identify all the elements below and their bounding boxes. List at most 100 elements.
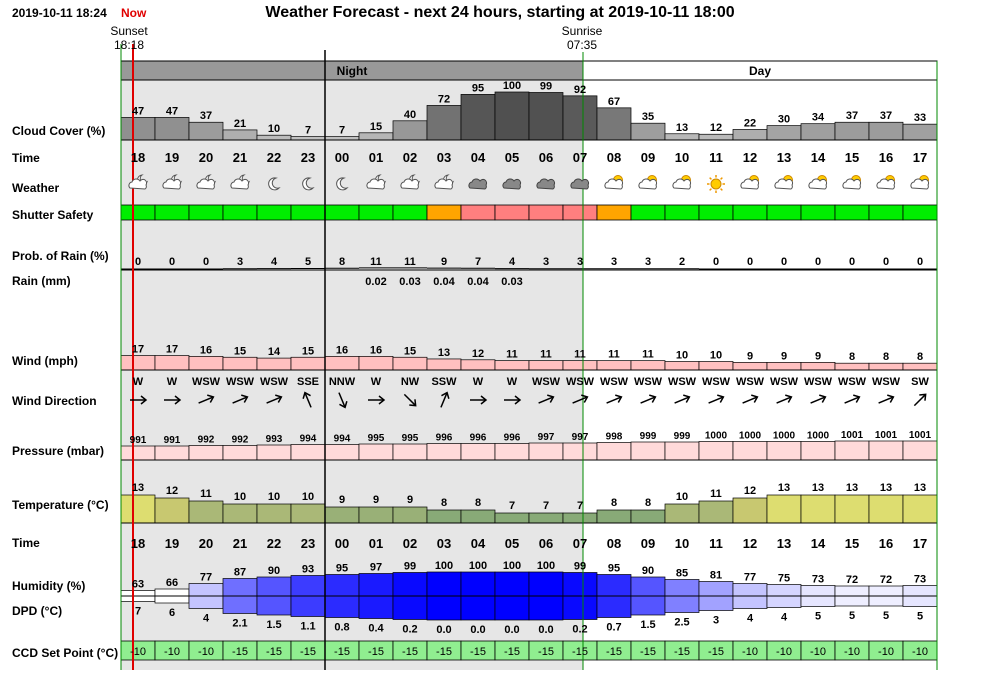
pressure-bar [358, 443, 394, 461]
prob-rain-value: 3 [611, 256, 617, 268]
shutter-cell [732, 204, 768, 221]
time-label-2: 21 [233, 536, 247, 551]
wind-direction-label: WSW [838, 376, 867, 388]
temperature-value: 8 [441, 497, 447, 509]
cloud-cover-value: 40 [404, 109, 416, 121]
cloud-shape [570, 178, 590, 190]
arrow-head [581, 394, 589, 403]
cloud-cover-bar [222, 129, 258, 141]
cloud-cover-value: 33 [914, 112, 926, 124]
pressure-bar [698, 441, 734, 461]
dpd-value: 0.2 [402, 624, 417, 636]
arrow-head [302, 391, 311, 399]
arrow-head [241, 394, 249, 403]
sun-ray [709, 177, 712, 180]
ccd-value: -15 [470, 646, 486, 658]
arrow-head [853, 394, 861, 403]
wind-value: 11 [506, 349, 518, 361]
row-label-pressure: Pressure (mbar) [12, 444, 105, 458]
pressure-bar [494, 443, 530, 461]
arrow-shaft [538, 396, 553, 404]
ccd-value: -15 [572, 646, 588, 658]
cloud-cover-bar [766, 125, 802, 141]
time-label-2: 08 [607, 536, 621, 551]
time-label-2: 16 [879, 536, 893, 551]
arrow-shaft [338, 392, 346, 407]
row-label-wind: Wind (mph) [12, 354, 78, 368]
time-label-2: 04 [471, 536, 486, 551]
pressure-value: 996 [470, 433, 487, 444]
temperature-bar [460, 509, 496, 524]
prob-rain-value: 0 [883, 256, 889, 268]
wind-arrow-icon [640, 394, 657, 404]
wind-bar [154, 355, 190, 371]
temperature-bar [188, 500, 224, 524]
wind-value: 11 [574, 349, 586, 361]
humidity-value: 90 [268, 565, 280, 577]
wind-value: 15 [404, 345, 416, 357]
time-label-2: 22 [267, 536, 281, 551]
temperature-value: 8 [611, 497, 617, 509]
partly-cloudy-day-icon [672, 175, 692, 190]
row-label-cloud-cover: Cloud Cover (%) [12, 124, 106, 138]
partly-cloudy-day-icon [774, 175, 794, 190]
shutter-cell [460, 204, 496, 221]
pressure-value: 992 [198, 435, 215, 446]
prob-rain-value: 0 [917, 256, 923, 268]
pressure-value: 992 [232, 435, 249, 446]
wind-bar [494, 360, 530, 371]
cloud-cover-value: 30 [778, 114, 790, 126]
ccd-value: -15 [402, 646, 418, 658]
cloud-shape [400, 178, 420, 190]
prob-rain-value: 4 [509, 256, 516, 268]
shutter-cell [698, 204, 734, 221]
time-label: 10 [675, 150, 689, 165]
shutter-cell [664, 204, 700, 221]
cloud-cover-bar [528, 92, 564, 141]
cloud-cover-value: 7 [305, 125, 311, 137]
dpd-value: 2.1 [232, 618, 247, 630]
temperature-bar [154, 497, 190, 524]
cloud-shape [502, 178, 522, 190]
wind-bar [868, 362, 904, 371]
rain-value: 0.03 [501, 276, 522, 288]
temperature-value: 10 [676, 491, 688, 503]
time-label-2: 00 [335, 536, 349, 551]
wind-arrow-icon [538, 394, 555, 404]
partly-cloudy-night-icon [162, 174, 183, 190]
dpd-value: 0.8 [334, 622, 349, 634]
arrow-head [174, 395, 182, 405]
wind-bar [358, 356, 394, 371]
temperature-bar [324, 506, 360, 524]
wind-value: 8 [883, 351, 889, 363]
cloud-shape [910, 178, 930, 190]
temperature-value: 8 [645, 497, 651, 509]
row-label-wind-direction: Wind Direction [12, 394, 97, 408]
shutter-cell [358, 204, 394, 221]
arrow-head [378, 395, 386, 405]
wind-value: 13 [438, 347, 450, 359]
humidity-value: 75 [778, 573, 790, 585]
pressure-bar [460, 443, 496, 461]
temperature-bar [834, 494, 870, 524]
humidity-value: 85 [676, 568, 688, 580]
wind-direction-label: W [133, 376, 144, 388]
shutter-cell [256, 204, 292, 221]
arrow-shaft [304, 393, 312, 408]
partly-cloudy-night-icon [128, 174, 149, 190]
temperature-bar [494, 512, 530, 524]
cloud-cover-value: 92 [574, 84, 586, 96]
arrow-shaft [810, 396, 825, 404]
time-label: 06 [539, 150, 553, 165]
wind-bar [902, 362, 938, 371]
sunrise-marker: Sunrise 07:35 [557, 24, 607, 52]
cloud-cover-value: 15 [370, 121, 382, 133]
rain-value: 0.03 [399, 276, 420, 288]
wind-arrow-icon [440, 391, 450, 408]
wind-arrow-icon [266, 394, 283, 404]
rain-value: 0.04 [433, 276, 455, 288]
cloud-cover-bar [732, 129, 768, 141]
pressure-bar [528, 442, 564, 461]
pressure-bar [290, 444, 326, 461]
arrow-shaft [742, 396, 757, 404]
